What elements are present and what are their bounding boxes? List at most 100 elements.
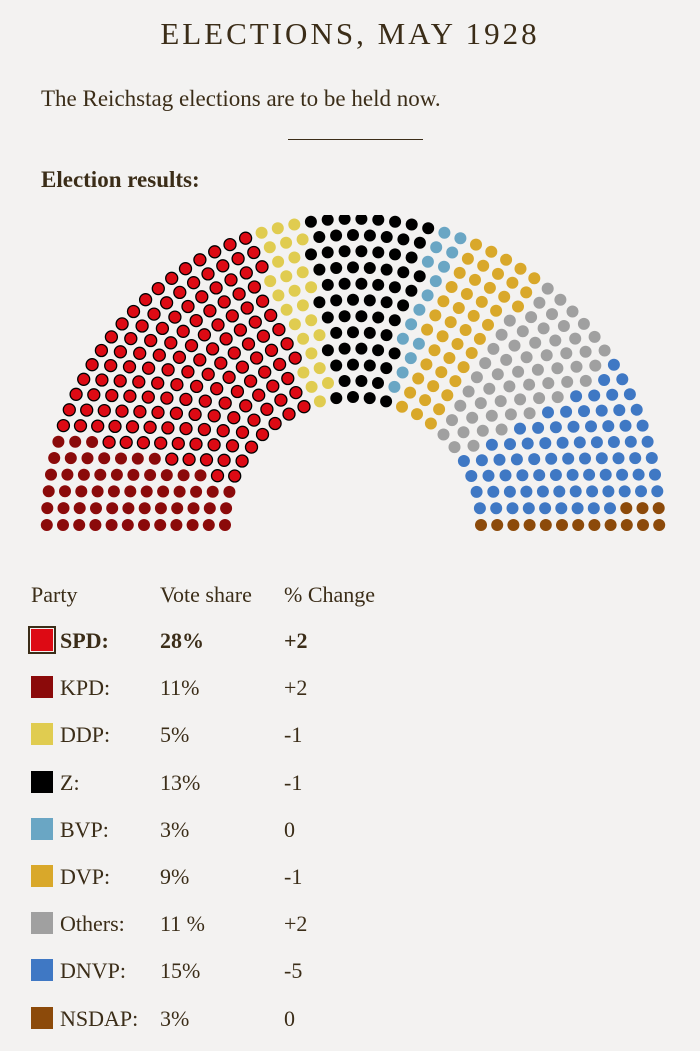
seat [330, 359, 343, 372]
party-name: DDP: [60, 722, 111, 748]
seat [57, 519, 69, 531]
seat [363, 326, 376, 339]
seat [619, 419, 632, 432]
seat [412, 372, 425, 385]
seat [347, 358, 359, 371]
seat [125, 420, 140, 434]
seat [151, 376, 165, 390]
seat [225, 439, 240, 453]
seat [57, 502, 70, 515]
seat [338, 310, 351, 323]
seat [222, 370, 236, 384]
seat [123, 389, 137, 403]
seat [388, 380, 401, 393]
seat [475, 454, 488, 467]
seat [347, 293, 359, 306]
seat [87, 388, 101, 402]
seat [330, 262, 343, 274]
seat [380, 231, 393, 243]
seat [453, 266, 466, 279]
seat [495, 423, 508, 436]
seat [124, 485, 137, 498]
seat [266, 379, 280, 393]
seat [238, 231, 253, 245]
seat [467, 439, 480, 452]
seat [313, 263, 326, 276]
seat [321, 344, 334, 357]
seat [272, 255, 285, 268]
seat [181, 365, 195, 379]
seat [232, 287, 246, 301]
seat [413, 303, 426, 316]
seat [206, 485, 219, 498]
seat [555, 502, 568, 515]
seat [209, 281, 223, 295]
seat [48, 452, 61, 464]
seat [602, 420, 615, 433]
seat [372, 278, 385, 291]
seat [516, 469, 529, 482]
seat [620, 519, 633, 531]
seat [170, 377, 184, 392]
seat [446, 246, 459, 259]
seat [188, 407, 202, 422]
seat [570, 390, 583, 403]
seat [363, 229, 376, 242]
seat [178, 262, 193, 276]
seat [214, 356, 228, 370]
party-swatch [31, 770, 53, 793]
seat [541, 282, 554, 295]
seat [220, 502, 233, 515]
seat [588, 519, 601, 531]
seat [264, 275, 277, 288]
seat [430, 241, 443, 254]
seat [255, 294, 270, 308]
party-swatch [31, 676, 53, 699]
seat [533, 296, 546, 309]
seat [108, 419, 122, 434]
seat [537, 322, 550, 335]
seat [86, 436, 99, 448]
seat [202, 519, 215, 531]
vote-share: 28% [160, 628, 204, 653]
seat [457, 455, 470, 467]
seat [141, 361, 156, 375]
seat [636, 419, 649, 432]
vote-share: 13% [160, 769, 201, 795]
seat [160, 469, 173, 482]
seat [567, 420, 580, 433]
seat [40, 519, 53, 531]
seat [297, 332, 310, 345]
party-name: KPD: [60, 675, 111, 701]
seat [69, 435, 82, 448]
seat [133, 405, 147, 419]
seat [421, 289, 434, 302]
seat [380, 296, 393, 309]
seat [542, 406, 554, 419]
seat [424, 417, 437, 430]
seat [465, 347, 478, 359]
seat [413, 236, 426, 249]
seat [102, 435, 116, 449]
seat [321, 215, 334, 226]
seat [216, 424, 230, 438]
seat [380, 395, 393, 408]
seat [217, 295, 231, 309]
seat [280, 303, 293, 316]
seat [186, 519, 199, 531]
seat [239, 399, 253, 413]
seat [305, 347, 318, 360]
seat [347, 326, 359, 339]
seat [388, 281, 401, 294]
seat [296, 299, 309, 312]
seat [187, 502, 200, 515]
seat [372, 377, 384, 389]
seat [613, 404, 626, 417]
vote-change: -1 [284, 864, 303, 889]
seat [288, 251, 301, 264]
seat [296, 266, 309, 279]
seat [255, 226, 268, 239]
seat [280, 270, 293, 283]
seat [520, 485, 533, 498]
seat [182, 452, 196, 467]
